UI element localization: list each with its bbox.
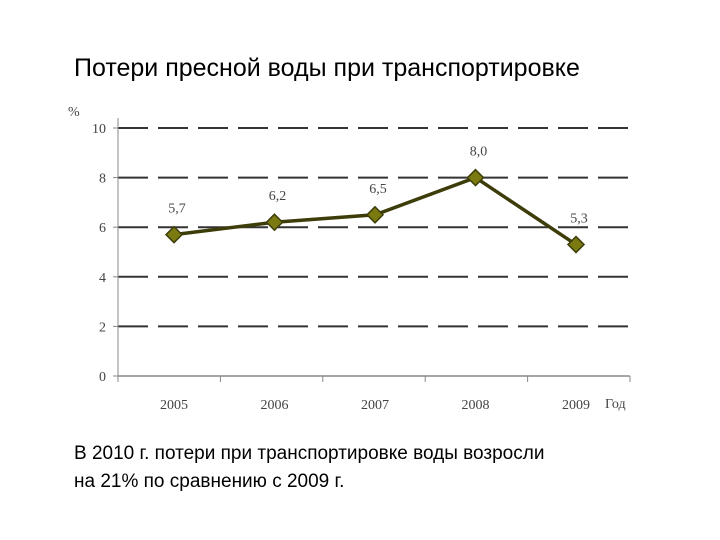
x-tick-label: 2007 xyxy=(361,398,389,413)
y-tick-labels: 0 2 4 6 8 10 xyxy=(92,122,106,385)
series xyxy=(164,168,586,254)
data-label: 8,0 xyxy=(470,145,488,160)
data-labels: 5,7 6,2 6,5 8,0 5,3 xyxy=(168,145,588,227)
line-chart: 0 2 4 6 8 10 2005 2006 2007 2008 2009 5,7 6,2 6,5 8,… xyxy=(68,105,631,413)
data-point-marker xyxy=(566,235,586,254)
caption: В 2010 г. потери при транспортировке вод… xyxy=(74,440,544,496)
x-tick-labels: 2005 2006 2007 2008 2009 xyxy=(160,398,590,413)
y-tick-label: 4 xyxy=(99,271,106,286)
x-axis-unit: Год xyxy=(605,397,626,412)
data-point-marker xyxy=(164,225,184,244)
caption-line-1: В 2010 г. потери при транспортировке вод… xyxy=(74,443,545,464)
axes xyxy=(113,118,631,382)
y-tick-label: 6 xyxy=(99,221,106,236)
y-tick-label: 10 xyxy=(92,122,106,137)
x-tick-label: 2005 xyxy=(160,398,188,413)
y-tick-label: 2 xyxy=(99,320,106,335)
data-point-marker xyxy=(466,168,485,187)
data-label: 5,7 xyxy=(168,202,186,217)
y-tick-label: 8 xyxy=(99,172,106,187)
y-axis-unit: % xyxy=(68,105,80,120)
x-tick-label: 2008 xyxy=(462,398,490,413)
grid-lines xyxy=(118,127,630,328)
data-label: 6,2 xyxy=(269,189,287,204)
caption-line-2: на 21% по сравнению с 2009 г. xyxy=(74,471,345,492)
slide-title: Потери пресной воды при транспортировке xyxy=(74,54,580,82)
data-label: 6,5 xyxy=(369,182,387,197)
x-tick-label: 2009 xyxy=(562,398,590,413)
data-point-marker xyxy=(265,213,284,232)
x-tick-label: 2006 xyxy=(261,398,289,413)
data-point-marker xyxy=(365,205,385,224)
y-tick-label: 0 xyxy=(99,370,106,385)
data-label: 5,3 xyxy=(570,212,588,227)
